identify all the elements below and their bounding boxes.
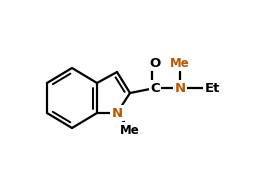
Text: N: N <box>111 107 122 119</box>
Text: C: C <box>150 82 160 94</box>
Text: Me: Me <box>170 56 190 70</box>
Text: N: N <box>174 82 186 94</box>
Text: Et: Et <box>205 82 220 94</box>
Text: Me: Me <box>120 123 140 137</box>
Text: O: O <box>149 56 161 70</box>
